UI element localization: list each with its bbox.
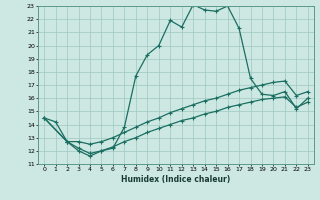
X-axis label: Humidex (Indice chaleur): Humidex (Indice chaleur) — [121, 175, 231, 184]
